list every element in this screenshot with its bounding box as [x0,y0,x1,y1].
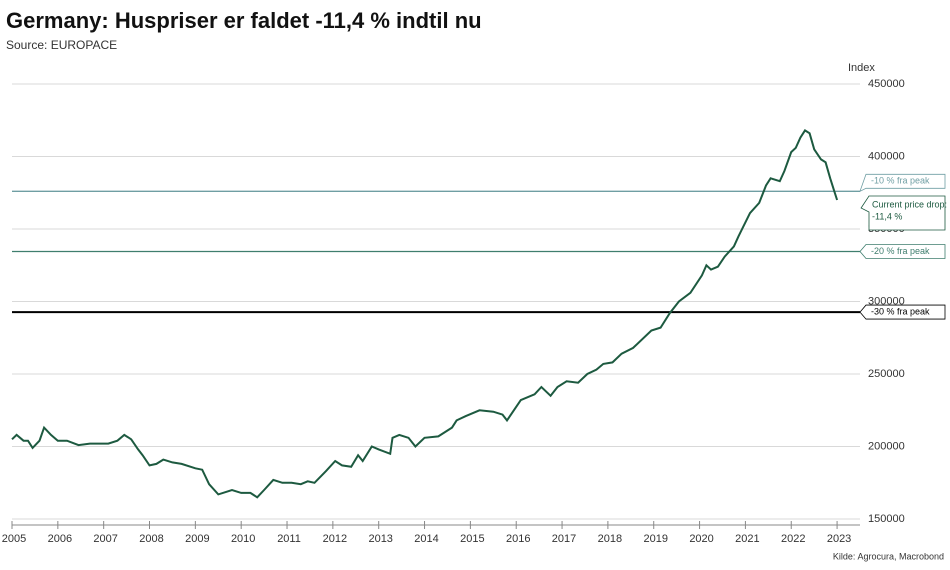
callout-text: Current price drop: [872,199,947,209]
label-box [859,244,946,259]
reference-label: -30 % fra peak [871,306,930,316]
x-tick-label: 2017 [552,533,576,545]
y-tick-label: 200000 [868,440,905,452]
x-tick-label: 2016 [506,533,530,545]
label-box [859,304,946,320]
x-tick-label: 2018 [598,533,622,545]
x-tick-label: 2007 [93,533,117,545]
x-tick-label: 2022 [781,533,805,545]
x-tick-label: 2019 [643,533,667,545]
x-tick-label: 2020 [689,533,713,545]
y-tick-label: 450000 [868,78,905,90]
x-tick-label: 2012 [323,533,347,545]
x-tick-label: 2023 [827,533,851,545]
source-note: Kilde: Agrocura, Macrobond [833,551,944,561]
x-tick-label: 2005 [2,533,26,545]
x-tick-label: 2009 [185,533,209,545]
callout-box [860,195,946,231]
x-tick-label: 2010 [231,533,255,545]
reference-label: -20 % fra peak [871,246,930,256]
x-tick-label: 2011 [277,533,301,545]
y-tick-label: 300000 [868,295,905,307]
x-tick-label: 2015 [460,533,484,545]
data-line [11,129,839,499]
x-tick-label: 2008 [139,533,163,545]
y-tick-label: 150000 [868,513,905,525]
x-tick-label: 2006 [48,533,72,545]
reference-label: -10 % fra peak [871,176,930,186]
label-box [859,173,946,193]
chart-subtitle: Source: EUROPACE [6,38,117,52]
y-tick-label: 400000 [868,150,905,162]
callout-text: -11,4 % [872,211,902,221]
chart-title: Germany: Huspriser er faldet -11,4 % ind… [6,8,482,33]
y-axis-label: Index [848,62,875,74]
x-tick-label: 2021 [735,533,759,545]
x-tick-label: 2014 [414,533,438,545]
x-tick-label: 2013 [368,533,392,545]
y-tick-label: 250000 [868,368,905,380]
